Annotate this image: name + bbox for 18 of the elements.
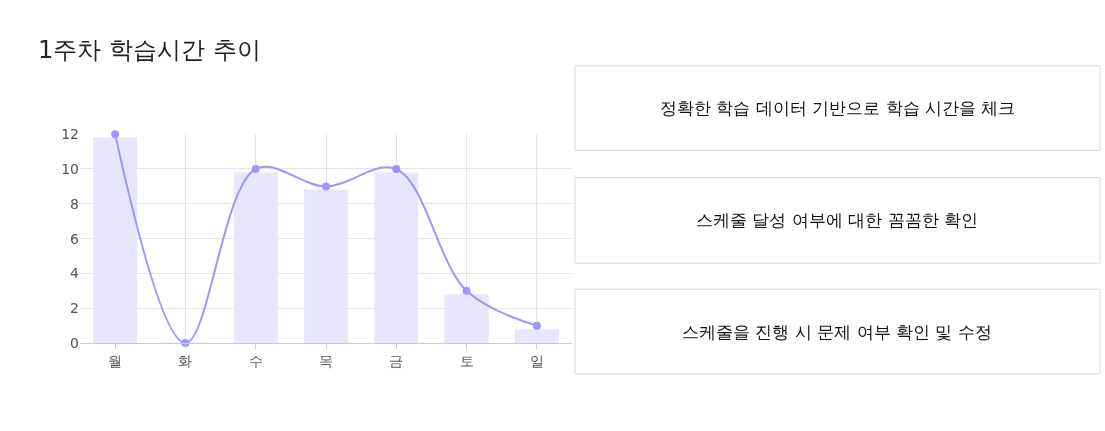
y-tick-label: 12	[61, 126, 79, 143]
x-tick-label: 화	[178, 352, 193, 369]
y-tick-label: 10	[61, 160, 79, 177]
x-tick-label: 토	[459, 352, 474, 369]
y-tick-label: 6	[70, 230, 80, 247]
y-tick-label: 4	[70, 265, 80, 282]
text: 정확한 학습 데이터 기반으로 학습 시간을 체크	[660, 98, 1016, 118]
chart-title: 1주차 학습시간 추이	[38, 36, 261, 65]
x-tick-label: 수	[248, 352, 263, 369]
text: 스케줄을 진행 시 문제 여부 확인 및 수정	[682, 322, 992, 342]
x-tick-label: 월	[108, 352, 123, 369]
y-tick-label: 8	[70, 195, 79, 212]
x-tick-label: 일	[529, 352, 544, 369]
y-tick-label: 2	[70, 300, 79, 317]
y-tick-label: 0	[70, 334, 79, 351]
x-tick-label: 금	[389, 352, 404, 369]
text: 스케줄 달성 여부에 대한 꼼꼼한 확인	[696, 210, 979, 230]
x-tick-label: 목	[319, 352, 333, 369]
